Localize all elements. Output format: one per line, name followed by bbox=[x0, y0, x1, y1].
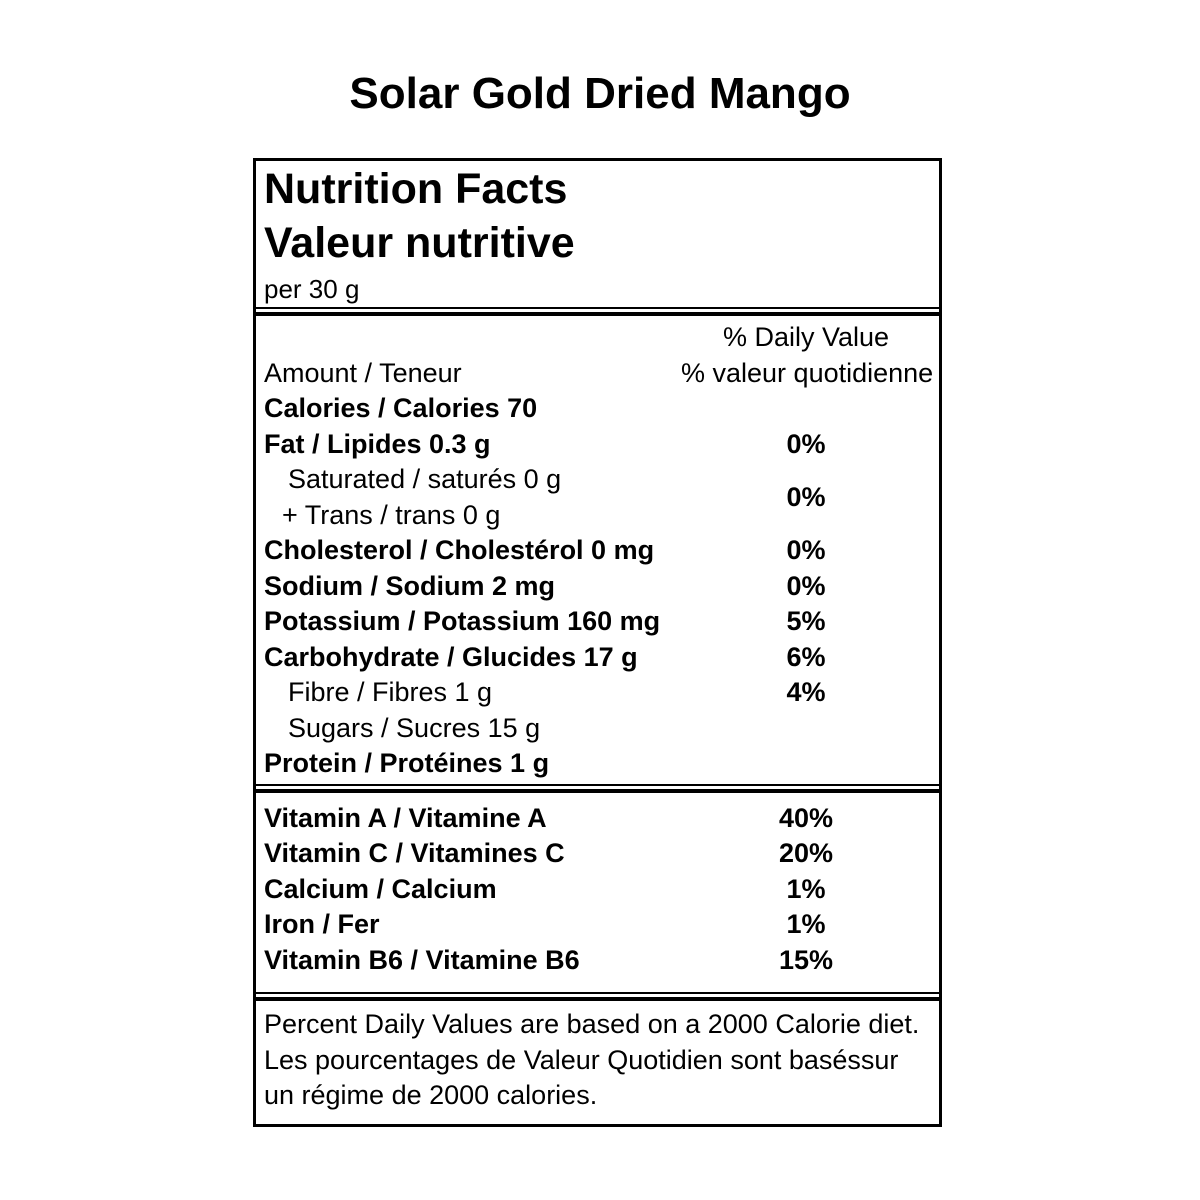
nutrient-label: Carbohydrate / Glucides 17 g bbox=[264, 641, 638, 672]
nutrition-facts-heading-en: Nutrition Facts bbox=[264, 165, 568, 213]
nutrient-daily-value bbox=[681, 746, 931, 782]
nutrient-row-potassium: Potassium / Potassium 160 mg 5% bbox=[264, 604, 931, 640]
nutrient-label: Saturated / saturés 0 g + Trans / trans … bbox=[264, 462, 681, 533]
nutrient-row-sodium: Sodium / Sodium 2 mg 0% bbox=[264, 569, 931, 605]
micronutrient-row-iron: Iron / Fer 1% bbox=[264, 907, 931, 943]
nutrient-label: Fibre / Fibres 1 g bbox=[288, 677, 493, 707]
micronutrient-daily-value: 1% bbox=[786, 873, 826, 904]
nutrient-row-protein: Protein / Protéines 1 g bbox=[264, 746, 931, 782]
amount-header: Amount / Teneur bbox=[264, 357, 462, 388]
nutrient-daily-value: 4% bbox=[786, 677, 826, 707]
nutrient-label: Calories / Calories 70 bbox=[264, 393, 538, 423]
nutrient-daily-value: 5% bbox=[786, 606, 826, 636]
daily-value-header-en: % Daily Value bbox=[722, 322, 890, 352]
nutrient-row-calories: Calories / Calories 70 bbox=[264, 391, 931, 427]
nutrient-daily-value bbox=[681, 711, 931, 747]
nutrient-row-cholesterol: Cholesterol / Cholestérol 0 mg 0% bbox=[264, 533, 931, 569]
micronutrient-row-calcium: Calcium / Calcium 1% bbox=[264, 872, 931, 908]
nutrient-daily-value: 6% bbox=[786, 641, 826, 672]
micronutrient-label: Iron / Fer bbox=[264, 909, 380, 939]
label-header-section: Nutrition Facts Valeur nutritive per 30 … bbox=[256, 161, 939, 307]
micronutrients-section: Vitamin A / Vitamine A 40% Vitamin C / V… bbox=[256, 793, 939, 993]
nutrient-row-saturated-trans: Saturated / saturés 0 g + Trans / trans … bbox=[264, 462, 931, 533]
section-divider bbox=[256, 783, 939, 793]
nutrient-row-fibre: Fibre / Fibres 1 g 4% bbox=[264, 675, 931, 711]
nutrient-daily-value: 0% bbox=[786, 481, 826, 512]
nutrient-row-fat: Fat / Lipides 0.3 g 0% bbox=[264, 427, 931, 463]
micronutrient-label: Vitamin A / Vitamine A bbox=[264, 802, 547, 833]
nutrient-label-trans: + Trans / trans 0 g bbox=[282, 499, 501, 530]
section-divider bbox=[256, 307, 939, 316]
micronutrient-daily-value: 15% bbox=[778, 944, 834, 975]
nutrient-label-saturated: Saturated / saturés 0 g bbox=[288, 464, 562, 494]
nutrition-label: Nutrition Facts Valeur nutritive per 30 … bbox=[253, 158, 942, 1127]
micronutrient-daily-value: 20% bbox=[778, 838, 834, 868]
micronutrient-daily-value: 1% bbox=[786, 909, 826, 939]
nutrient-daily-value: 0% bbox=[786, 535, 826, 565]
page-title: Solar Gold Dried Mango bbox=[349, 69, 851, 118]
serving-size: per 30 g bbox=[264, 274, 360, 304]
daily-value-header-fr: % valeur quotidienne bbox=[681, 357, 934, 388]
micronutrient-daily-value: 40% bbox=[778, 802, 834, 833]
footnote-section: Percent Daily Values are based on a 2000… bbox=[256, 1001, 939, 1124]
nutrient-label: Sodium / Sodium 2 mg bbox=[264, 570, 556, 601]
nutrient-daily-value bbox=[681, 391, 931, 427]
nutrient-label: Cholesterol / Cholestérol 0 mg bbox=[264, 535, 655, 565]
footnote-line-fr-2: un régime de 2000 calories. bbox=[264, 1080, 598, 1110]
micronutrient-label: Vitamin C / Vitamines C bbox=[264, 838, 565, 868]
footnote-line-en: Percent Daily Values are based on a 2000… bbox=[264, 1009, 920, 1039]
nutrient-daily-value: 0% bbox=[786, 428, 826, 459]
micronutrient-label: Vitamin B6 / Vitamine B6 bbox=[264, 944, 580, 975]
nutrient-daily-value: 0% bbox=[786, 570, 826, 601]
nutrient-row-carbohydrate: Carbohydrate / Glucides 17 g 6% bbox=[264, 640, 931, 676]
footnote-line-fr-1: Les pourcentages de Valeur Quotidien son… bbox=[264, 1044, 899, 1075]
nutrient-label: Protein / Protéines 1 g bbox=[264, 748, 550, 778]
micronutrient-row-vitamin-b6: Vitamin B6 / Vitamine B6 15% bbox=[264, 943, 931, 979]
amount-header-row: Amount / Teneur % valeur quotidienne bbox=[264, 356, 934, 392]
section-divider bbox=[256, 992, 939, 1001]
micronutrient-label: Calcium / Calcium bbox=[264, 873, 497, 904]
nutrient-label: Sugars / Sucres 15 g bbox=[288, 712, 541, 743]
micronutrient-row-vitamin-c: Vitamin C / Vitamines C 20% bbox=[264, 836, 931, 872]
nutrition-facts-heading-fr: Valeur nutritive bbox=[264, 219, 575, 267]
daily-value-header-row: % Daily Value bbox=[264, 320, 931, 356]
micronutrient-row-vitamin-a: Vitamin A / Vitamine A 40% bbox=[264, 801, 931, 837]
spacer bbox=[264, 320, 681, 356]
nutrient-row-sugars: Sugars / Sucres 15 g bbox=[264, 711, 931, 747]
nutrient-label: Potassium / Potassium 160 mg bbox=[264, 606, 661, 636]
nutrients-section: % Daily Value Amount / Teneur % valeur q… bbox=[256, 316, 939, 784]
nutrient-label: Fat / Lipides 0.3 g bbox=[264, 428, 491, 459]
